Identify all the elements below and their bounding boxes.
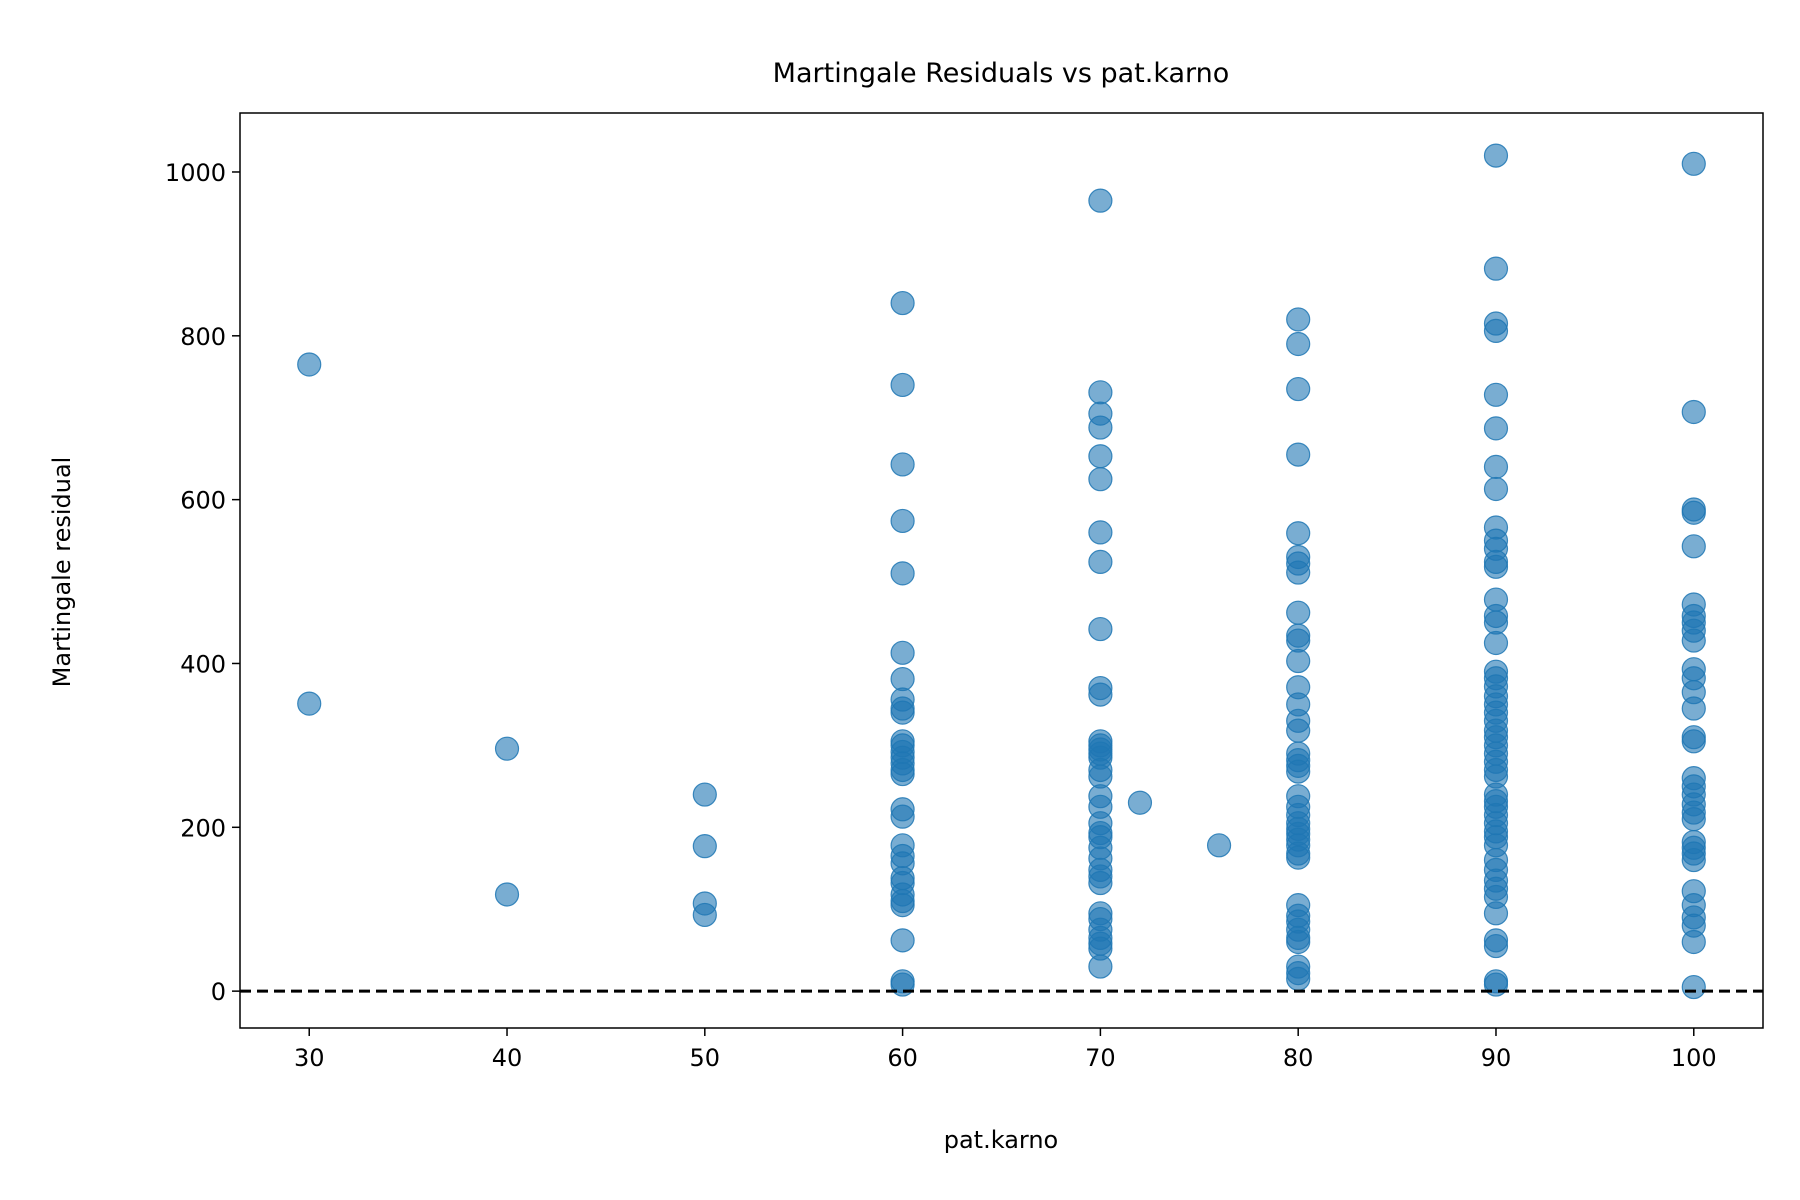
- data-point: [1681, 500, 1706, 525]
- data-point: [1088, 467, 1113, 492]
- data-point: [1681, 847, 1706, 873]
- data-point: [692, 902, 717, 928]
- x-tick-label: 30: [294, 1044, 325, 1072]
- y-tick-label: 800: [180, 323, 226, 351]
- data-point: [1681, 729, 1706, 754]
- data-point: [1483, 382, 1509, 407]
- data-point: [1088, 415, 1113, 440]
- data-point: [1483, 416, 1509, 441]
- data-point: [1483, 933, 1509, 959]
- data-point: [1286, 560, 1311, 585]
- data-point: [890, 893, 915, 918]
- data-point: [1286, 600, 1311, 625]
- y-tick-label: 400: [180, 650, 226, 678]
- data-point: [890, 561, 915, 586]
- x-tick-label: 70: [1085, 1044, 1116, 1072]
- data-point: [494, 882, 520, 907]
- data-point: [1286, 521, 1311, 546]
- data-point: [1483, 143, 1509, 168]
- data-point: [1088, 520, 1113, 545]
- data-point: [890, 508, 915, 534]
- data-point: [692, 782, 717, 807]
- y-tick-label: 1000: [165, 159, 226, 187]
- data-point: [1681, 534, 1706, 559]
- data-point: [494, 736, 520, 761]
- data-point: [1088, 444, 1113, 469]
- data-point: [1088, 954, 1113, 979]
- y-tick-label: 600: [180, 487, 226, 515]
- data-point: [1286, 331, 1311, 357]
- data-point: [890, 700, 915, 725]
- data-point: [1286, 929, 1311, 955]
- data-point: [1286, 718, 1311, 743]
- data-point: [1483, 256, 1509, 281]
- data-point: [1088, 870, 1113, 896]
- x-axis-ticks: 30 40 50 60 70 80 90 100: [294, 1028, 1717, 1072]
- data-point: [1088, 616, 1113, 642]
- data-point: [1286, 307, 1311, 332]
- data-point: [1681, 696, 1706, 721]
- data-point: [297, 352, 322, 377]
- data-point: [1286, 376, 1311, 402]
- data-point: [1483, 901, 1509, 926]
- data-point: [1483, 554, 1509, 579]
- x-tick-label: 40: [492, 1044, 523, 1072]
- y-axis-ticks: 0 200 400 600 800 1000: [165, 159, 240, 1006]
- data-point: [1286, 759, 1311, 784]
- data-point: [1088, 188, 1113, 213]
- data-point: [1681, 628, 1706, 653]
- data-point: [1483, 610, 1509, 635]
- data-point: [1127, 790, 1153, 815]
- data-point: [890, 666, 915, 692]
- data-point: [692, 834, 717, 859]
- data-point: [1286, 628, 1311, 653]
- data-point: [1483, 630, 1509, 656]
- x-tick-label: 50: [690, 1044, 721, 1072]
- y-tick-label: 200: [180, 814, 226, 842]
- x-tick-label: 60: [887, 1044, 918, 1072]
- data-point: [890, 640, 915, 665]
- data-point: [1681, 399, 1706, 425]
- data-point: [1483, 476, 1509, 502]
- data-point: [1088, 380, 1113, 405]
- data-point: [1483, 454, 1509, 479]
- x-tick-label: 100: [1671, 1044, 1717, 1072]
- x-tick-label: 90: [1481, 1044, 1512, 1072]
- data-point: [1681, 929, 1706, 955]
- data-point: [1286, 845, 1311, 870]
- data-point: [890, 804, 915, 829]
- data-point: [1286, 966, 1311, 991]
- data-points: [297, 143, 1706, 1000]
- x-axis-label: pat.karno: [944, 1126, 1059, 1154]
- y-axis-label: Martingale residual: [48, 457, 76, 688]
- data-point: [1286, 648, 1311, 674]
- data-point: [890, 290, 915, 316]
- data-point: [297, 691, 322, 716]
- data-point: [890, 372, 915, 398]
- data-point: [890, 928, 915, 953]
- chart-title: Martingale Residuals vs pat.karno: [773, 58, 1230, 89]
- data-point: [1088, 682, 1113, 707]
- plot-frame: [239, 112, 1764, 1029]
- data-point: [1088, 549, 1113, 574]
- data-point: [890, 761, 915, 787]
- x-tick-label: 80: [1283, 1044, 1314, 1072]
- data-point: [890, 452, 915, 477]
- data-point: [1206, 833, 1232, 858]
- data-point: [1681, 151, 1706, 176]
- data-point: [1286, 442, 1311, 467]
- data-point: [1681, 974, 1706, 1000]
- data-point: [1483, 318, 1509, 343]
- y-tick-label: 0: [211, 978, 226, 1006]
- data-point: [1681, 807, 1706, 832]
